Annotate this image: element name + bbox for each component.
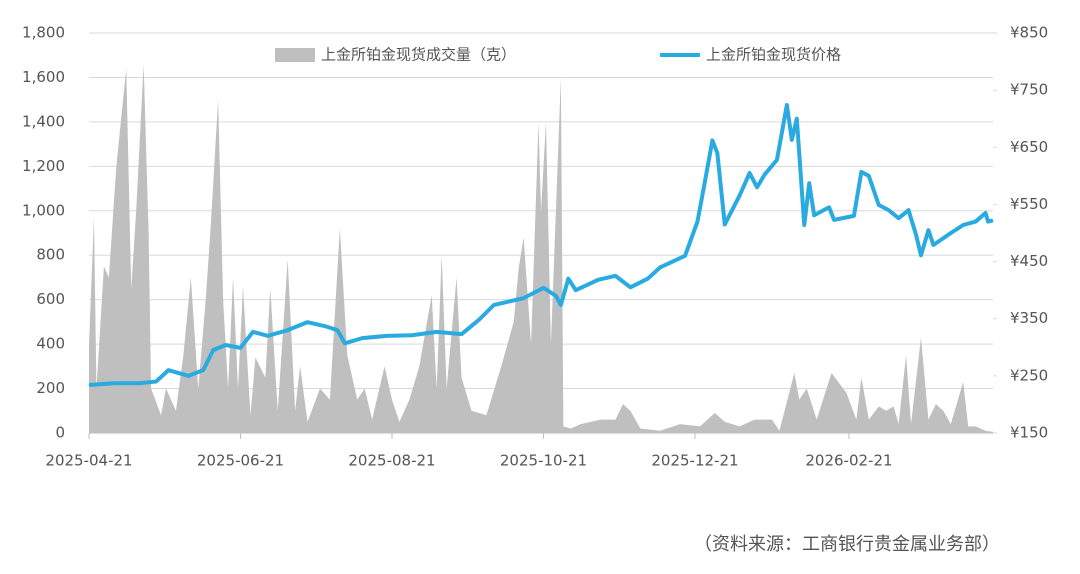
x-tick-label: 2026-02-21 [805,452,892,470]
y-tick-label: 1,000 [22,201,65,219]
y-tick-label: 1,600 [22,68,65,86]
y2-tick-label: ¥250 [1010,366,1048,384]
y-tick-label: 800 [36,246,65,264]
price-line [88,103,994,387]
y2-tick-label: ¥450 [1010,252,1048,270]
y2-tick-label: ¥150 [1010,424,1048,442]
x-tick-label: 2025-12-21 [651,452,738,470]
legend-label: 上金所铂金现货价格 [706,46,841,64]
y-tick-label: 1,400 [22,112,65,130]
y2-tick-label: ¥750 [1010,81,1048,99]
y2-tick-label: ¥350 [1010,309,1048,327]
y2-tick-label: ¥550 [1010,195,1048,213]
source-note: （资料来源：工商银行贵金属业务部） [694,534,1000,555]
y-tick-label: 200 [36,379,65,397]
y-tick-label: 1,800 [22,24,65,42]
x-tick-label: 2025-10-21 [500,452,587,470]
y2-tick-label: ¥850 [1010,24,1048,42]
y-tick-label: 400 [36,335,65,353]
legend-swatch [275,48,315,62]
x-tick-label: 2025-08-21 [348,452,435,470]
y-tick-label: 1,200 [22,157,65,175]
volume-area [89,64,993,433]
x-tick-label: 2025-04-21 [45,452,132,470]
y-tick-label: 600 [36,290,65,308]
x-tick-label: 2025-06-21 [197,452,284,470]
y2-tick-label: ¥650 [1010,138,1048,156]
legend-label: 上金所铂金现货成交量（克） [321,46,516,64]
y-tick-label: 0 [55,424,65,442]
